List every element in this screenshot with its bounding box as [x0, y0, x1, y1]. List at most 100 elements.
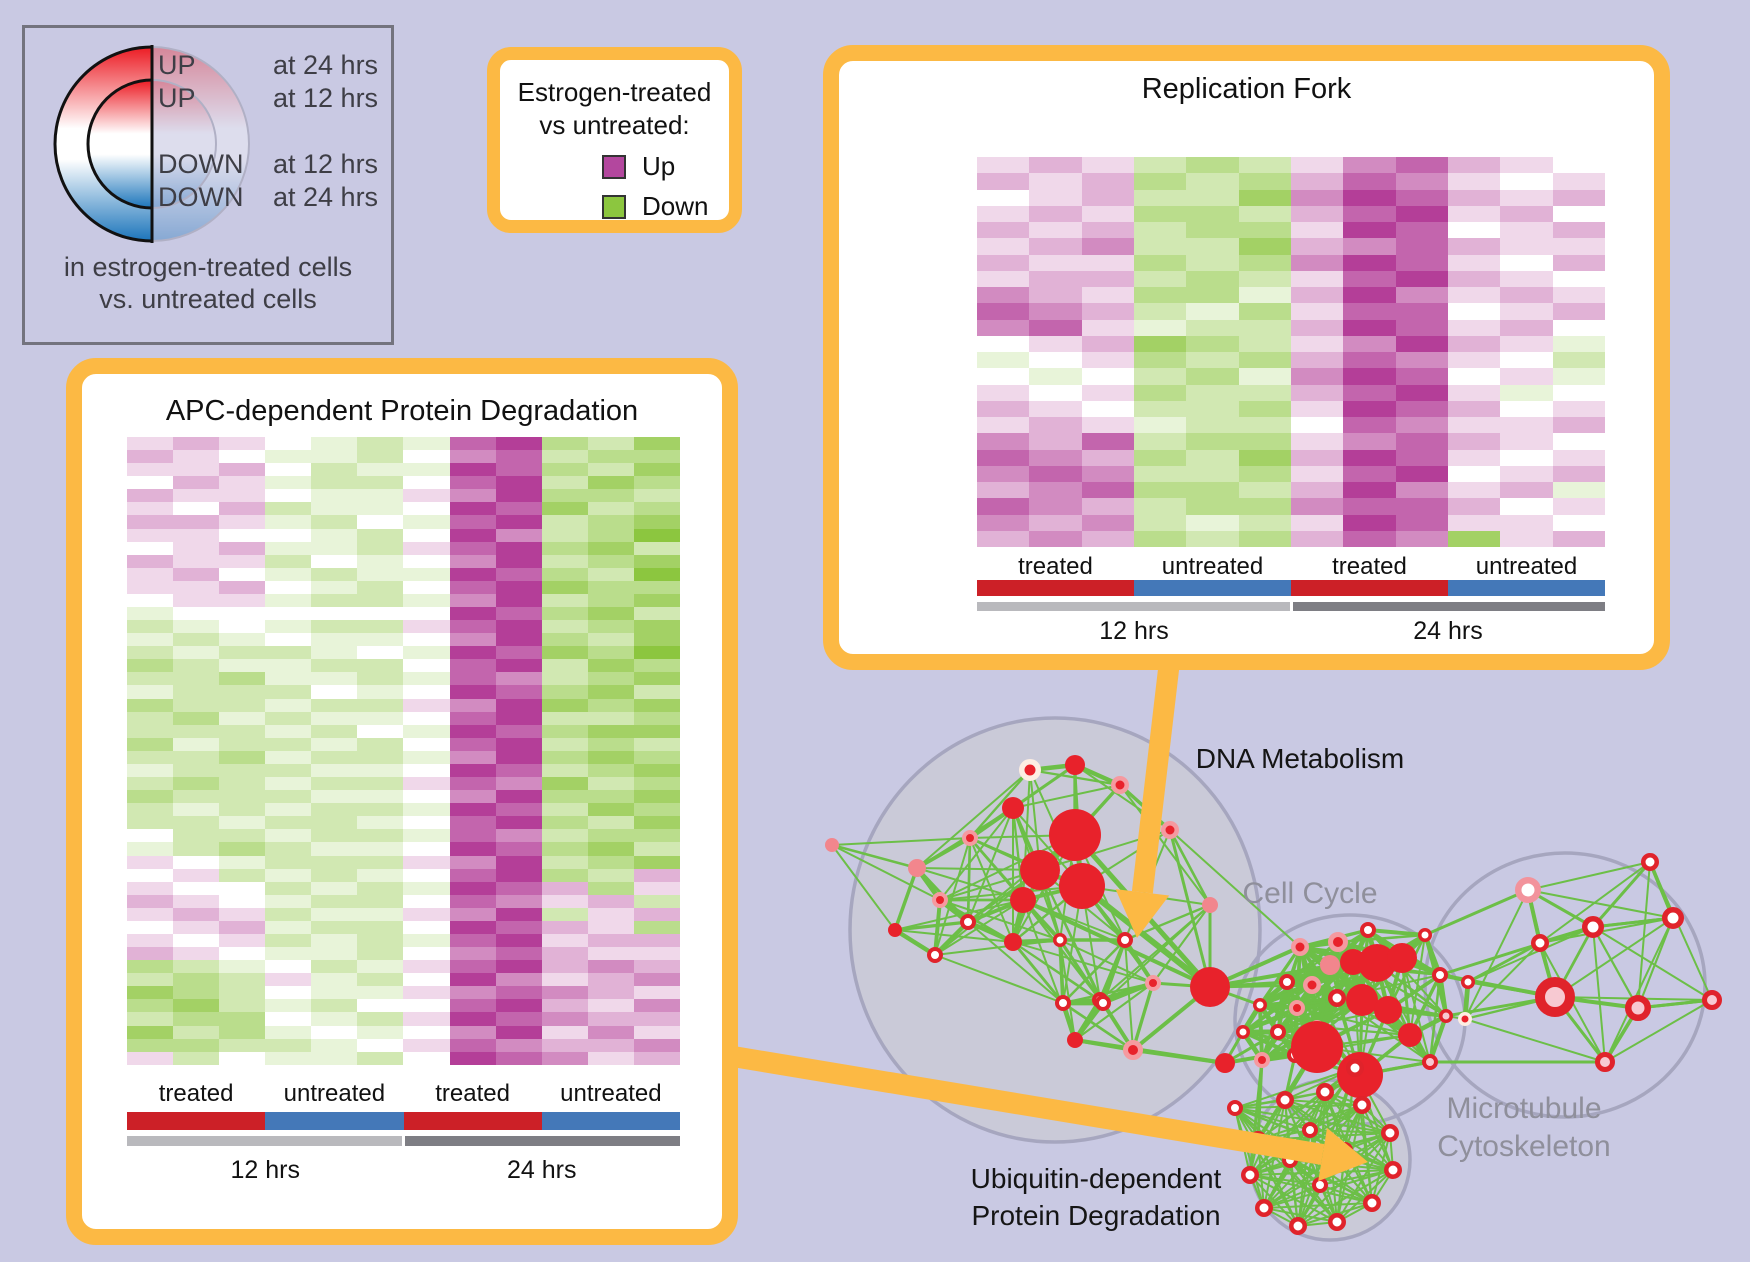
- gene-node: [1662, 907, 1684, 929]
- heatmap-row: [977, 238, 1605, 255]
- gene-node: [1384, 1161, 1402, 1179]
- gene-node: [1291, 1021, 1343, 1073]
- gene-node: [1282, 1152, 1298, 1168]
- rf-time-bars: [977, 602, 1605, 611]
- heatmap-row: [127, 580, 680, 594]
- heatmap-row: [977, 189, 1605, 206]
- heatmap-row: [977, 514, 1605, 531]
- network-label-3: Ubiquitin-dependent: [971, 1163, 1222, 1194]
- heatmap-row: [127, 567, 680, 581]
- gene-node: [1432, 967, 1448, 983]
- gene-node: [927, 947, 943, 963]
- gene-node: [1328, 1213, 1346, 1231]
- heatmap-row: [127, 868, 680, 882]
- gene-node: [1145, 975, 1161, 991]
- apc-heatmap: [127, 437, 680, 1065]
- rf-condition-bars: [977, 580, 1605, 596]
- legend-item-down: Down: [500, 191, 729, 222]
- apc-title: APC-dependent Protein Degradation: [165, 395, 639, 427]
- gene-node: [1582, 916, 1604, 938]
- gene-node: [1439, 1009, 1453, 1023]
- apc-grp-2: untreated: [283, 1080, 386, 1107]
- cluster-cell-cycle: [1233, 913, 1467, 1127]
- heatmap-row: [127, 489, 680, 503]
- heatmap-row: [127, 947, 680, 961]
- heatmap-row: [127, 933, 680, 948]
- heatmap-row: [127, 816, 680, 830]
- rf-heatmap: [977, 157, 1605, 547]
- gene-node: [1340, 949, 1366, 975]
- network-label-1: Cell Cycle: [1242, 877, 1377, 910]
- condition-legend-title: Estrogen-treated vs untreated:: [500, 76, 729, 142]
- gene-node: [908, 859, 926, 877]
- heatmap-row: [127, 1038, 680, 1052]
- network-label-2: Cytoskeleton: [1437, 1130, 1610, 1163]
- heatmap-row: [127, 607, 680, 621]
- gene-node: [1291, 938, 1309, 956]
- gene-node: [1302, 1122, 1318, 1138]
- gene-node: [1398, 1023, 1422, 1047]
- heatmap-row: [977, 352, 1605, 369]
- page-margin: [0, 1262, 1750, 1279]
- gene-node: [1049, 809, 1101, 861]
- key-time-12down: at 12 hrs: [273, 149, 378, 179]
- rf-grp-1: treated: [1018, 553, 1093, 580]
- rf-time-24: 24 hrs: [1413, 617, 1483, 645]
- gene-node: [1117, 932, 1133, 948]
- key-time-24up: at 24 hrs: [273, 50, 378, 80]
- rf-grp-4: untreated: [1475, 553, 1578, 580]
- heatmap-row: [127, 1012, 680, 1026]
- gene-node: [1346, 1059, 1364, 1077]
- rf-grp-2: untreated: [1161, 553, 1264, 580]
- gene-node: [1020, 850, 1060, 890]
- up-swatch: [602, 154, 626, 179]
- gene-node: [1320, 955, 1340, 975]
- cluster-dna-metabolism: [848, 716, 1262, 1144]
- gene-node: [1461, 975, 1475, 989]
- rf-time-labels: 12 hrs 24 hrs: [977, 617, 1605, 646]
- gene-node: [1595, 1052, 1615, 1072]
- apc-time-labels: 12 hrs 24 hrs: [127, 1156, 680, 1185]
- heatmap-row: [127, 711, 680, 725]
- gene-node: [825, 838, 839, 852]
- key-dir-12up: UP: [158, 83, 196, 113]
- up-label: Up: [642, 151, 676, 181]
- heatmap-row: [127, 1025, 680, 1039]
- gene-node: [1092, 992, 1108, 1008]
- gene-node: [1059, 863, 1105, 909]
- gene-node: [1289, 1000, 1305, 1016]
- network-label-2: Microtubule: [1446, 1092, 1601, 1125]
- gene-node: [1215, 1053, 1235, 1073]
- heatmap-row: [127, 790, 680, 804]
- gene-node: [1111, 776, 1129, 794]
- gene-node: [1381, 1124, 1399, 1142]
- heatmap-row: [127, 750, 680, 764]
- heatmap-row: [127, 620, 680, 634]
- heatmap-row: [127, 672, 680, 686]
- nodes-layer: [825, 755, 1722, 1235]
- heatmap-row: [977, 319, 1605, 336]
- gene-node: [1387, 943, 1417, 973]
- gene-node: [1337, 1052, 1383, 1098]
- network-label-3: Protein Degradation: [971, 1200, 1220, 1231]
- gene-node: [1458, 1012, 1472, 1026]
- gene-node: [1161, 821, 1179, 839]
- gene-node: [1276, 1091, 1294, 1109]
- heatmap-row: [977, 254, 1605, 271]
- rf-time-12: 12 hrs: [1099, 617, 1169, 645]
- gene-node: [1374, 996, 1402, 1024]
- annotation-arrow-1: [1115, 638, 1183, 938]
- heatmap-row: [127, 476, 680, 490]
- heatmap-row: [127, 437, 680, 451]
- heatmap-row: [127, 698, 680, 712]
- key-dir-24down: DOWN: [158, 182, 243, 212]
- key-footer-2: vs. untreated cells: [99, 284, 317, 314]
- heatmap-row: [127, 554, 680, 568]
- heatmap-row: [977, 270, 1605, 287]
- heatmap-row: [977, 400, 1605, 417]
- apc-group-labels: treated untreated treated untreated: [127, 1080, 680, 1108]
- heatmap-row: [977, 303, 1605, 320]
- vivid-left-circles: [53, 45, 152, 243]
- key-time-12up: at 12 hrs: [273, 83, 378, 113]
- gene-node: [1254, 1052, 1270, 1068]
